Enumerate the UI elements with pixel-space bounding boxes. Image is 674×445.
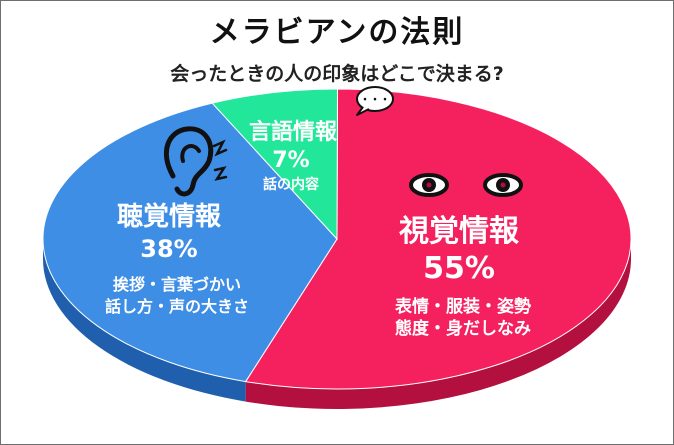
pie-slice-verbal — [211, 88, 339, 241]
slice-label-auditory-name: 聴覚情報 — [117, 202, 222, 232]
ear-icon — [163, 126, 228, 197]
pie-slice-auditory — [42, 102, 338, 383]
pie-side-walls — [43, 239, 631, 409]
chart-subtitle: 会ったときの人の印象はどこで決まる? — [170, 63, 504, 85]
slice-label-visual-value: 55% — [423, 251, 495, 286]
slice-label-auditory-value: 38% — [140, 235, 197, 263]
slice-label-visual-name: 視覚情報 — [399, 214, 520, 249]
slice-label-verbal-desc: 話の内容 — [263, 176, 319, 193]
slice-label-visual-desc-1: 表情・服装・姿勢 — [395, 296, 531, 317]
pie-slice-visual — [244, 88, 632, 390]
pie-slices — [42, 88, 632, 390]
speech-bubble-icon: ・・・ — [356, 86, 394, 116]
pie-side-visual — [245, 239, 631, 409]
slice-label-auditory-desc-2: 話し方・声の大きさ — [105, 297, 249, 316]
pie-side-auditory — [43, 239, 246, 402]
slice-label-visual-desc-2: 態度・身だしなみ — [395, 318, 531, 339]
slice-label-auditory-desc-1: 挨拶・言葉づかい — [113, 275, 241, 294]
slice-label-verbal-name: 言語情報 — [249, 119, 338, 145]
slice-label-verbal-value: 7% — [272, 148, 309, 173]
eyes-icon — [409, 173, 523, 197]
speech-bubble-text: ・・・ — [360, 95, 390, 106]
chart-title: メラビアンの法則 — [209, 15, 465, 50]
